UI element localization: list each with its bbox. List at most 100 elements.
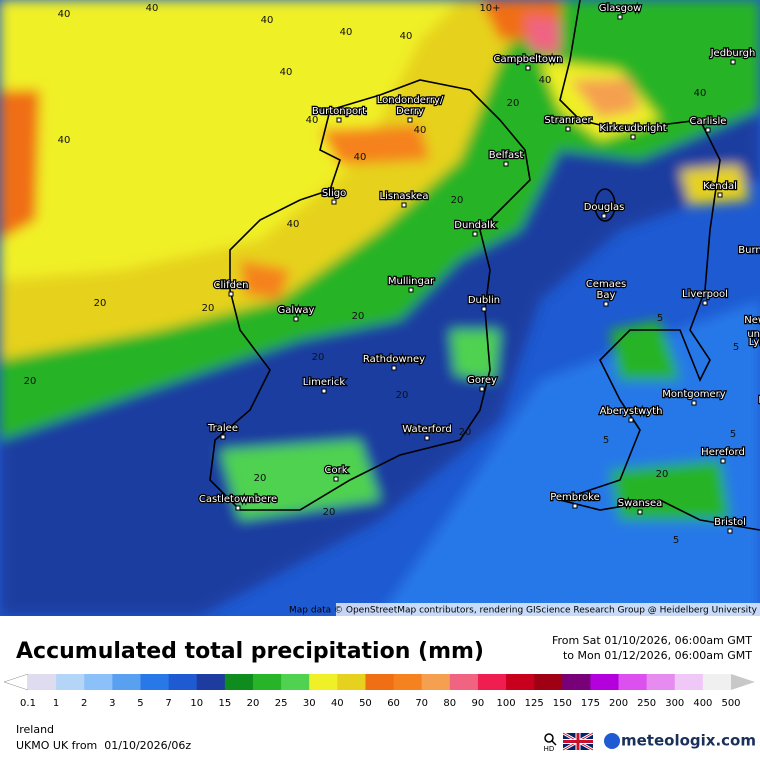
legend-swatch bbox=[168, 674, 198, 690]
place-marker bbox=[472, 231, 478, 237]
place-label: Douglas bbox=[584, 202, 625, 213]
legend-swatch bbox=[731, 674, 755, 690]
legend-tick-label: 200 bbox=[609, 698, 628, 709]
coastlines bbox=[209, 0, 760, 531]
place-marker bbox=[293, 316, 299, 322]
contour-label: 40 bbox=[280, 67, 293, 78]
contour-label: 40 bbox=[58, 135, 71, 146]
place-label: Hereford bbox=[701, 447, 745, 458]
place-label: under bbox=[747, 329, 760, 340]
place-label: Rathdowney bbox=[363, 354, 425, 365]
contour-label: 40 bbox=[354, 152, 367, 163]
legend-tick-label: 25 bbox=[275, 698, 288, 709]
legend-tick-label: 150 bbox=[553, 698, 572, 709]
legend: 0.1 1 2 3 5 7 10 15 20 25 30 40 50 60 70 80 90 100 125 150 1… bbox=[3, 673, 755, 709]
title: Accumulated total precipitation (mm) bbox=[16, 639, 484, 664]
place-label: Burtonport bbox=[312, 106, 366, 117]
place-label: Campbeltown bbox=[493, 54, 562, 65]
place-marker bbox=[401, 202, 407, 208]
legend-tick-label: 3 bbox=[109, 698, 115, 709]
contour-label: 20 bbox=[254, 473, 267, 484]
place-label: Dundalk bbox=[454, 220, 496, 231]
place-label: Cork bbox=[324, 465, 347, 476]
place-marker bbox=[503, 161, 509, 167]
legend-swatch bbox=[506, 674, 535, 690]
place-marker bbox=[603, 301, 609, 307]
legend-tick-label: 10 bbox=[190, 698, 203, 709]
place-label: Liverpool bbox=[682, 289, 728, 300]
legend-swatch bbox=[534, 674, 563, 690]
legend-tick-label: 80 bbox=[443, 698, 456, 709]
place-marker bbox=[705, 127, 711, 133]
place-marker bbox=[630, 134, 636, 140]
place-marker bbox=[727, 528, 733, 534]
uk-flag[interactable] bbox=[562, 731, 594, 752]
region: Ireland bbox=[16, 723, 54, 736]
brand[interactable]: meteologix.com bbox=[621, 732, 756, 750]
legend-swatch bbox=[140, 674, 170, 690]
place-label: Waterford bbox=[402, 424, 451, 435]
legend-tick-label: 175 bbox=[581, 698, 600, 709]
legend-swatch bbox=[590, 674, 620, 690]
place-label: Glasgow bbox=[599, 3, 642, 14]
place-marker bbox=[565, 126, 571, 132]
place-label: Castletownbere bbox=[199, 494, 277, 505]
place-label: Derry bbox=[396, 106, 424, 117]
place-marker bbox=[628, 417, 634, 423]
legend-tick-label: 40 bbox=[331, 698, 344, 709]
legend-swatch bbox=[252, 674, 282, 690]
place-marker bbox=[717, 192, 723, 198]
place-marker bbox=[481, 306, 487, 312]
contour-label: 20 bbox=[396, 390, 409, 401]
place-marker bbox=[331, 199, 337, 205]
contour-label: 20 bbox=[323, 507, 336, 518]
legend-swatch bbox=[56, 674, 85, 690]
place-marker bbox=[617, 14, 623, 20]
legend-tick-label: 125 bbox=[525, 698, 544, 709]
legend-swatch bbox=[702, 674, 732, 690]
place-label: Pembroke bbox=[550, 492, 600, 503]
legend-tick-label: 250 bbox=[637, 698, 656, 709]
contour-label: 40 bbox=[414, 125, 427, 136]
legend-swatch bbox=[562, 674, 591, 690]
place-marker bbox=[228, 291, 234, 297]
legend-tick-label: 60 bbox=[387, 698, 400, 709]
place-label: Stranraer bbox=[544, 115, 592, 126]
legend-swatch bbox=[449, 674, 479, 690]
contour-label: 20 bbox=[94, 298, 107, 309]
contour-label: 10+ bbox=[479, 3, 500, 14]
place-label: Galway bbox=[278, 305, 315, 316]
place-label: Birm bbox=[758, 395, 760, 406]
legend-tick-label: 15 bbox=[218, 698, 231, 709]
place-marker bbox=[479, 386, 485, 392]
place-marker bbox=[391, 365, 397, 371]
legend-swatch bbox=[196, 674, 226, 690]
place-marker bbox=[702, 300, 708, 306]
place-label: Tralee bbox=[207, 423, 238, 434]
place-label: Bay bbox=[597, 290, 616, 301]
legend-swatch bbox=[674, 674, 704, 690]
contour-label: 40 bbox=[539, 75, 552, 86]
place-label: Carlisle bbox=[690, 116, 727, 127]
place-marker bbox=[720, 458, 726, 464]
legend-swatch bbox=[309, 674, 338, 690]
contour-label: 40 bbox=[58, 9, 71, 20]
legend-tick-label: 500 bbox=[721, 698, 740, 709]
place-marker bbox=[407, 117, 413, 123]
place-marker bbox=[572, 503, 578, 509]
hd-label[interactable]: HD bbox=[544, 745, 555, 753]
legend-swatch bbox=[281, 674, 310, 690]
legend-tick-label: 70 bbox=[415, 698, 428, 709]
legend-swatch bbox=[28, 674, 57, 690]
place-label: Montgomery bbox=[662, 389, 725, 400]
contour-label: 40 bbox=[400, 31, 413, 42]
contour-label: 20 bbox=[459, 427, 472, 438]
legend-swatch bbox=[337, 674, 366, 690]
place-marker bbox=[601, 213, 607, 219]
place-label: Cemaes bbox=[586, 279, 626, 290]
place-label: Gorey bbox=[467, 375, 497, 386]
legend-swatch bbox=[224, 674, 254, 690]
model-run: UKMO UK from 01/10/2026/06z bbox=[16, 739, 191, 752]
place-label: Newcastle bbox=[744, 315, 760, 326]
